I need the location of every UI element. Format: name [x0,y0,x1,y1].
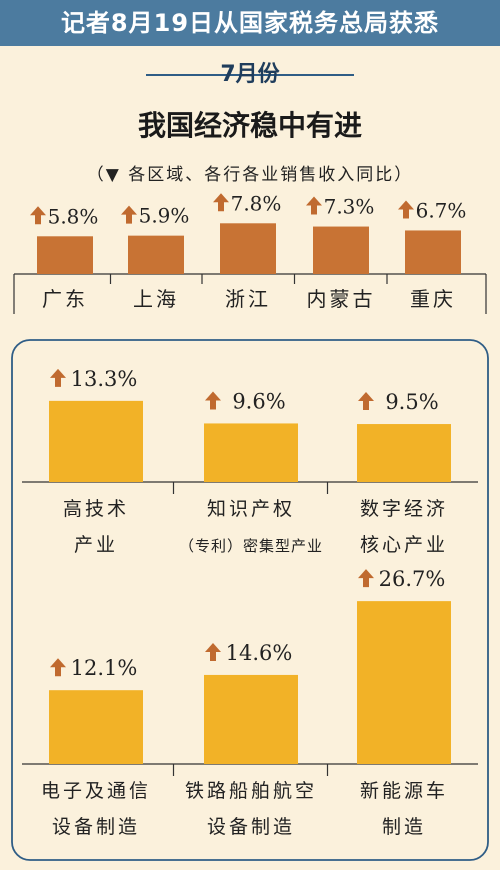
industry-category-label: 产业 [74,534,118,556]
region-category-label: 内蒙古 [307,287,376,311]
up-arrow-icon [398,200,414,219]
up-arrow-icon [213,193,229,212]
industry-panel [11,339,489,861]
chart-subtitle: （▼ 各区域、各行各业销售收入同比） [86,165,414,185]
region-value-label: 6.7% [416,198,467,222]
industry-bar [49,690,143,764]
industry-value-label: 14.6% [226,641,293,665]
region-category-label: 浙江 [225,287,271,311]
industry-category-label: 高技术 [63,498,129,520]
industry-category-label: 制造 [382,816,426,838]
industry-value-label: 13.3% [71,367,138,391]
industry-value-label: 9.6% [232,389,285,413]
up-arrow-icon [306,196,322,215]
industry-category-label: （专利）密集型产业 [179,537,323,555]
region-category-label: 上海 [133,287,179,311]
up-arrow-icon [50,658,66,677]
region-bar [405,230,461,274]
industry-category-label: 知识产权 [207,498,295,520]
region-value-label: 7.3% [324,195,375,219]
industry-value-label: 9.5% [385,390,438,414]
up-arrow-icon [30,206,46,225]
industry-category-label: 设备制造 [52,816,140,838]
region-value-label: 5.8% [48,204,99,228]
region-value-label: 7.8% [231,191,282,215]
up-arrow-icon [358,392,374,411]
main-title: 我国经济稳中有进 [137,109,362,142]
industry-bar [204,423,298,482]
header-banner: 记者8月19日从国家税务总局获悉 [0,0,500,46]
industry-category-label: 数字经济 [360,498,448,520]
up-arrow-icon [205,642,221,661]
industry-bar [204,674,298,764]
up-arrow-icon [50,368,66,387]
industry-category-label: 铁路船舶航空 [185,780,317,802]
industry-value-label: 12.1% [71,656,138,680]
region-bar [37,236,93,274]
up-arrow-icon [358,569,374,588]
industry-value-label: 26.7% [379,567,446,591]
region-bar [220,223,276,274]
industry-category-label: 设备制造 [207,816,295,838]
header-title: 记者8月19日从国家税务总局获悉 [60,9,440,37]
industry-category-label: 新能源车 [360,780,448,802]
month-right-rule [242,74,354,76]
up-arrow-icon [205,391,221,410]
up-arrow-icon [121,205,137,224]
region-category-label: 重庆 [410,287,456,311]
industry-category-label: 核心产业 [360,534,448,556]
month-left-rule [146,74,258,76]
month-row: 7月份 [0,60,500,90]
month-label: 7月份 [220,62,280,87]
region-bar [128,235,184,274]
industry-bar [357,424,451,482]
industry-bar [357,601,451,764]
region-value-label: 5.9% [139,204,190,228]
region-category-label: 广东 [42,287,88,311]
industry-bar [49,400,143,482]
industry-category-label: 电子及通信 [41,780,151,802]
region-bar [313,226,369,274]
